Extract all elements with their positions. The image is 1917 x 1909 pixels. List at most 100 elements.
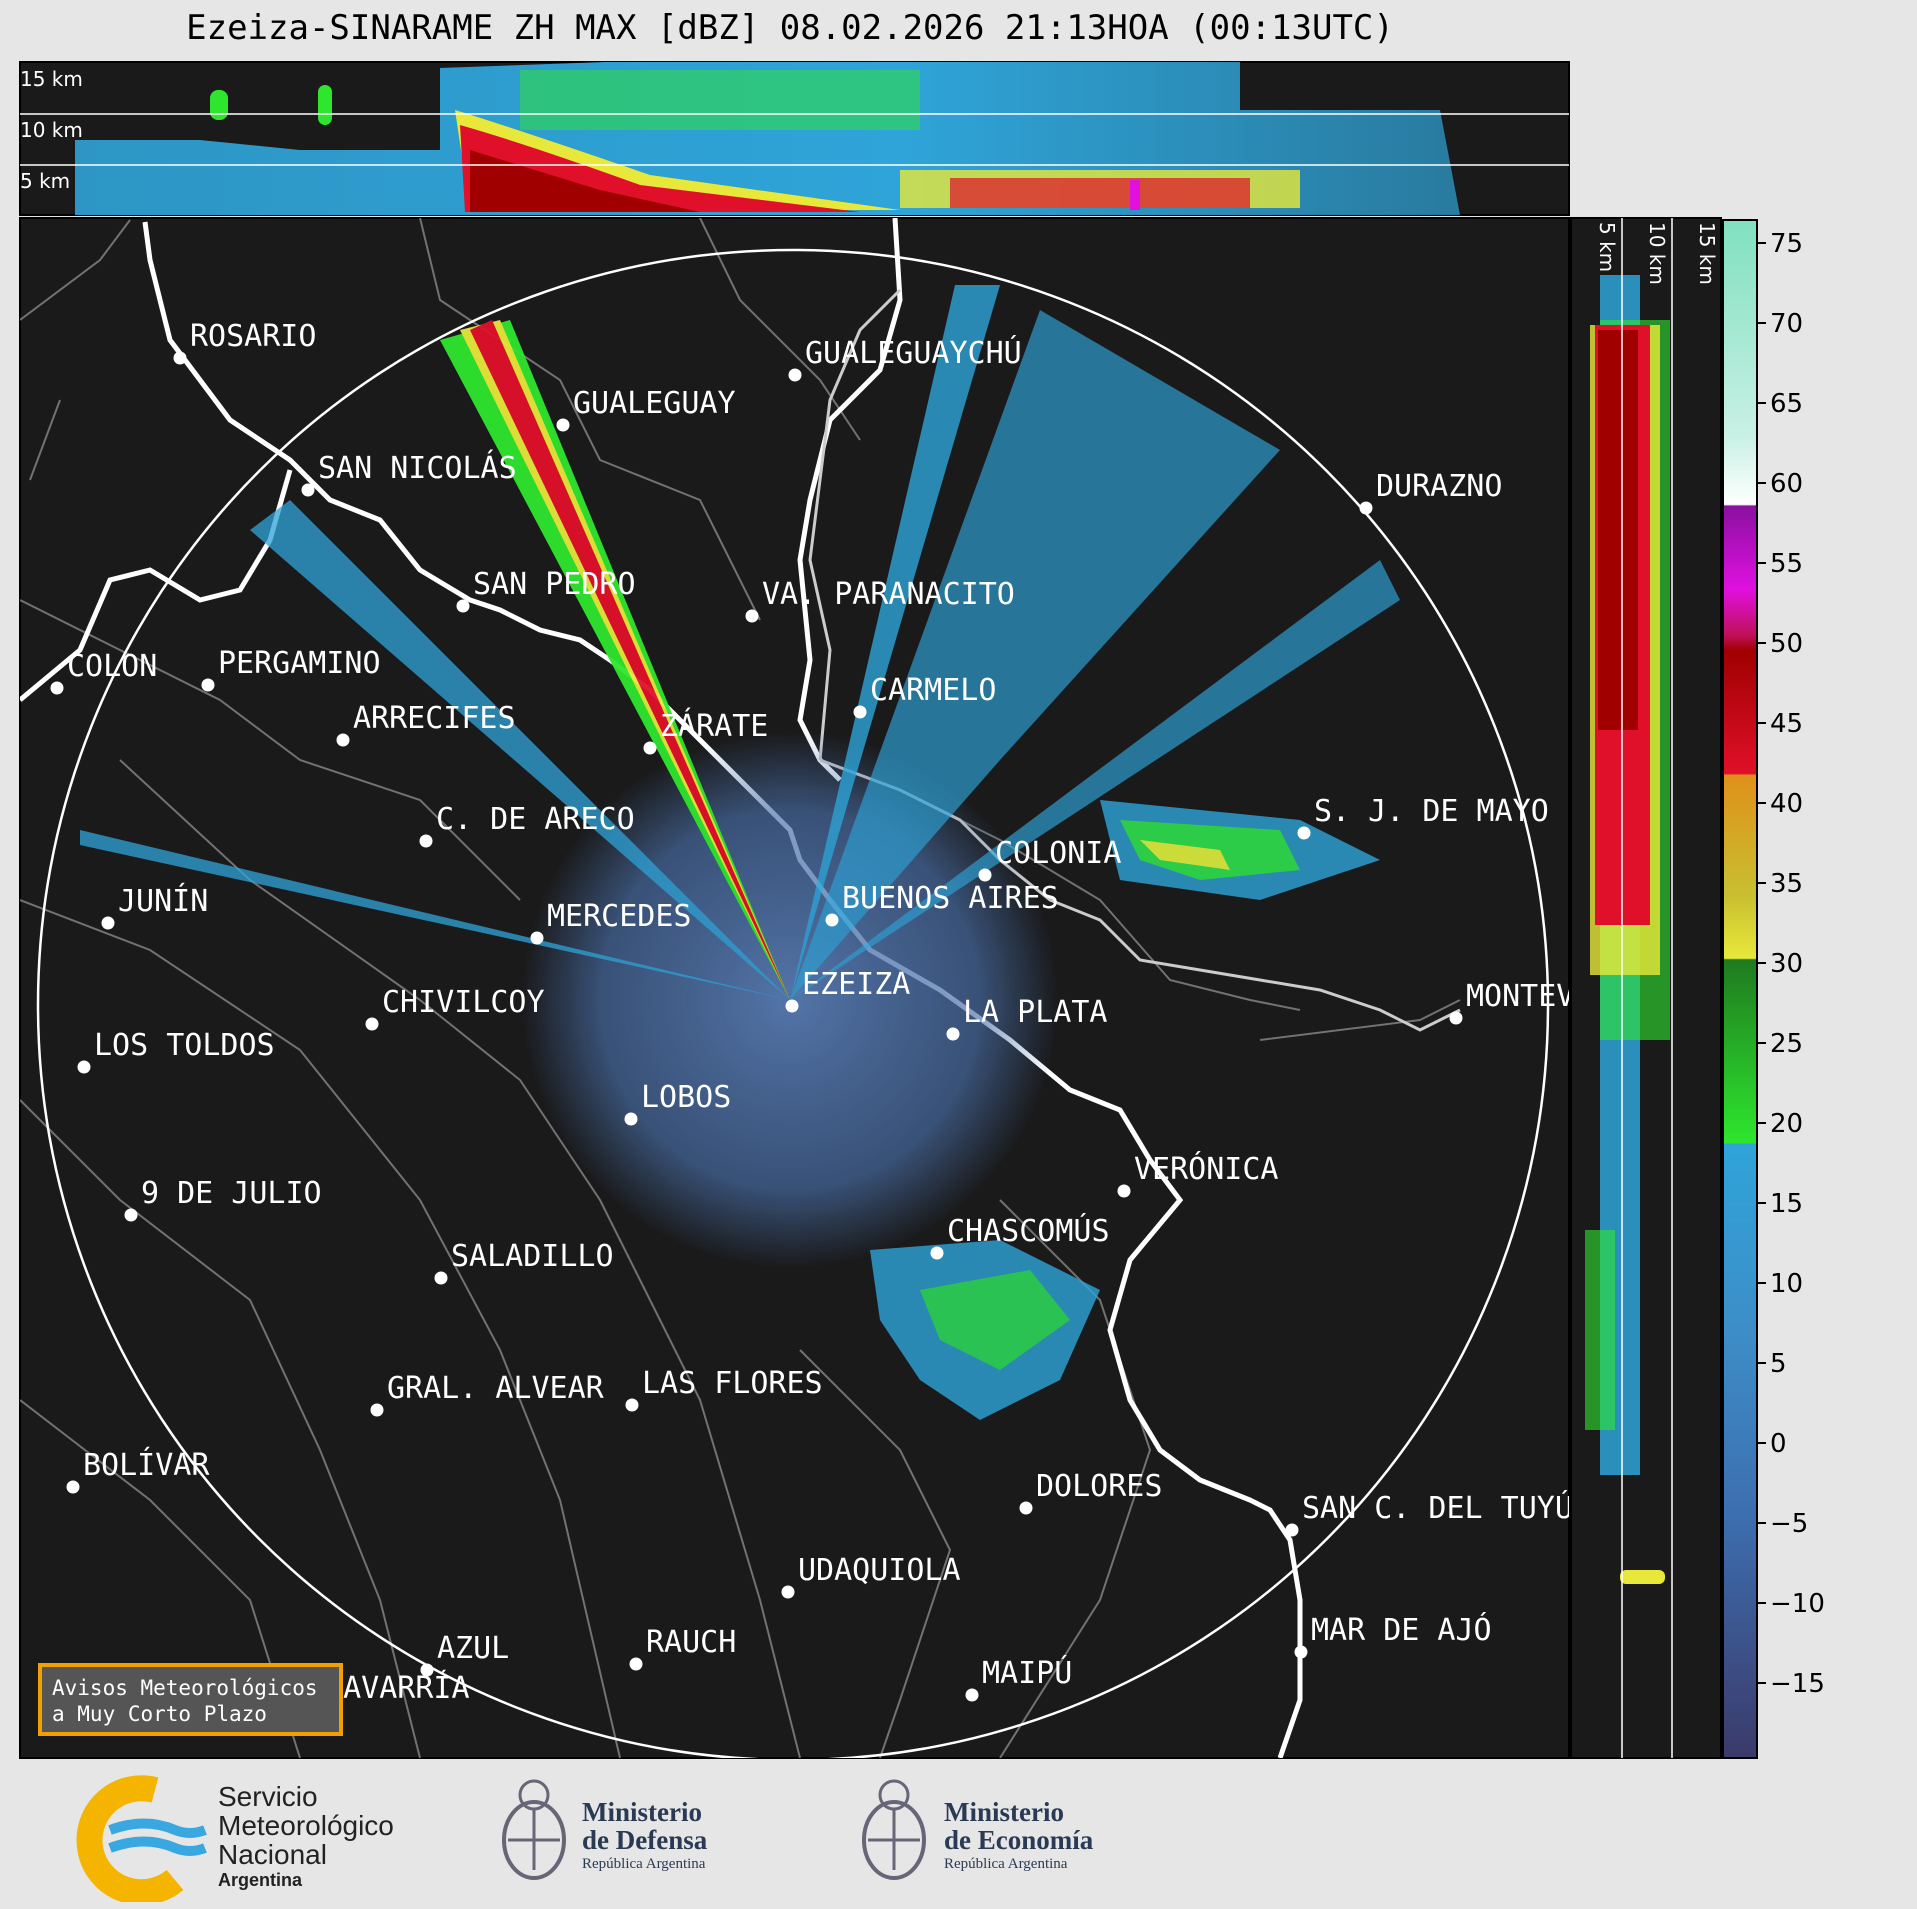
city-label: ZÁRATE — [660, 708, 768, 744]
city-dot — [420, 1663, 434, 1677]
top-km-5: 5 km — [20, 169, 70, 193]
city-c-de-areco: C. DE ARECO — [419, 802, 635, 848]
city-label: MAR DE AJÓ — [1311, 1611, 1492, 1648]
city-san-c-del-tuyu: SAN C. DEL TUYÚ — [1285, 1489, 1569, 1537]
city-va-paranacito: VA. PARANACITO — [745, 577, 1015, 623]
city-rosario: ROSARIO — [173, 319, 316, 365]
colorbar-tick-label: 20 — [1770, 1109, 1803, 1139]
city-dot — [201, 678, 215, 692]
colorbar-tick-label: 15 — [1770, 1189, 1803, 1219]
city-colon: COLON — [50, 649, 157, 695]
city-bolivar: BOLÍVAR — [66, 1447, 210, 1494]
city-dot — [1359, 501, 1373, 515]
city-label: VERÓNICA — [1134, 1150, 1279, 1187]
city-dot — [419, 834, 433, 848]
city-buenos-aires: BUENOS AIRES — [825, 881, 1059, 927]
defensa-shield-icon — [502, 1779, 566, 1880]
city-dot — [370, 1403, 384, 1417]
city-dot — [625, 1398, 639, 1412]
boundaries — [20, 218, 1461, 1758]
city-label: 9 DE JULIO — [141, 1176, 322, 1211]
top-km-15: 15 km — [20, 67, 83, 91]
city-chascomus: CHASCOMÚS — [930, 1212, 1110, 1260]
city-dot — [101, 916, 115, 930]
colorbar-tick-label: 50 — [1770, 629, 1803, 659]
city-gral-alvear: GRAL. ALVEAR — [370, 1371, 605, 1417]
warnings-button[interactable]: Avisos Meteorológicos a Muy Corto Plazo — [38, 1663, 343, 1736]
colorbar-tick-label: 10 — [1770, 1269, 1803, 1299]
city-label: CHIVILCOY — [382, 985, 545, 1020]
city-label: SAN PEDRO — [473, 567, 636, 602]
city-label: SALADILLO — [451, 1239, 614, 1274]
city-label: PERGAMINO — [218, 646, 381, 681]
city-azul: AZUL — [420, 1631, 509, 1677]
city-label: DOLORES — [1036, 1469, 1162, 1504]
city-sj-de-mayo: S. J. DE MAYO — [1297, 794, 1549, 840]
economia-logo: Ministerio de Economía República Argenti… — [850, 1760, 1130, 1909]
defensa-logo: Ministerio de Defensa República Argentin… — [490, 1760, 750, 1909]
city-label: MONTEV — [1466, 979, 1574, 1014]
city-dot — [965, 1688, 979, 1702]
defensa-line1: Ministerio — [582, 1797, 702, 1827]
city-label: CARMELO — [870, 673, 996, 708]
smn-line4: Argentina — [218, 1870, 303, 1890]
city-label: GUALEGUAY — [573, 386, 736, 421]
city-san-pedro: SAN PEDRO — [456, 567, 636, 613]
city-maipu: MAIPÚ — [965, 1654, 1072, 1702]
city-gualeguaychu: GUALEGUAYCHÚ — [788, 334, 1022, 382]
city-zarate: ZÁRATE — [643, 708, 768, 755]
city-dolores: DOLORES — [1019, 1469, 1162, 1515]
top-height-profile: 15 km 10 km 5 km — [19, 61, 1570, 216]
city-dot — [77, 1060, 91, 1074]
city-label: EZEIZA — [802, 967, 910, 1002]
colorbar-tick-label: 30 — [1770, 949, 1803, 979]
city-label: SAN NICOLÁS — [318, 450, 517, 486]
city-label: S. J. DE MAYO — [1314, 794, 1549, 829]
side-km-10: 10 km — [1645, 222, 1669, 285]
city-arrecifes: ARRECIFES — [336, 701, 516, 747]
city-gualeguay: GUALEGUAY — [556, 386, 736, 432]
city-label: COLON — [67, 649, 157, 684]
defensa-line3: República Argentina — [582, 1856, 706, 1872]
city-dot — [853, 705, 867, 719]
smn-logo: Servicio Meteorológico Nacional Argentin… — [40, 1760, 400, 1909]
warnings-button-line2: a Muy Corto Plazo — [52, 1702, 267, 1726]
city-label: MERCEDES — [547, 899, 692, 934]
top-km-10: 10 km — [20, 118, 83, 142]
colorbar-tick-label: 0 — [1770, 1429, 1787, 1459]
city-label: GRAL. ALVEAR — [387, 1371, 605, 1406]
city-dot — [930, 1246, 944, 1260]
city-dot — [946, 1027, 960, 1041]
city-pergamino: PERGAMINO — [201, 646, 381, 692]
chart-title: Ezeiza-SINARAME ZH MAX [dBZ] 08.02.2026 … — [186, 8, 1394, 48]
city-dot — [434, 1271, 448, 1285]
radar-map: ROSARIO GUALEGUAYCHÚ GUALEGUAY SAN NICOLÁS D… — [19, 217, 1574, 1759]
city-dot — [336, 733, 350, 747]
city-dot — [781, 1585, 795, 1599]
city-dot — [124, 1208, 138, 1222]
colorbar-tick-label: 35 — [1770, 869, 1803, 899]
city-label: DURAZNO — [1376, 469, 1502, 504]
smn-line2: Meteorológico — [218, 1810, 394, 1841]
city-label: BUENOS AIRES — [842, 881, 1059, 916]
city-colonia: COLONIA — [978, 836, 1121, 882]
city-label: ROSARIO — [190, 319, 316, 354]
city-label: LAS FLORES — [642, 1366, 823, 1401]
city-montevideo: MONTEV — [1449, 979, 1574, 1025]
city-san-nicolas: SAN NICOLÁS — [301, 450, 517, 497]
city-label: MAIPÚ — [982, 1654, 1072, 1691]
colorbar-tick-label: −15 — [1770, 1669, 1825, 1699]
city-dot — [624, 1112, 638, 1126]
city-dot — [629, 1657, 643, 1671]
city-dot — [1297, 826, 1311, 840]
side-km-15: 15 km — [1695, 222, 1719, 285]
city-label: LOBOS — [641, 1080, 731, 1115]
city-dot — [301, 483, 315, 497]
city-label: CHASCOMÚS — [947, 1212, 1110, 1249]
colorbar-tick-label: 60 — [1770, 469, 1803, 499]
city-veronica: VERÓNICA — [1117, 1150, 1279, 1198]
city-dot — [50, 681, 64, 695]
city-junin: JUNÍN — [101, 883, 208, 930]
city-label: UDAQUIOLA — [798, 1553, 961, 1588]
